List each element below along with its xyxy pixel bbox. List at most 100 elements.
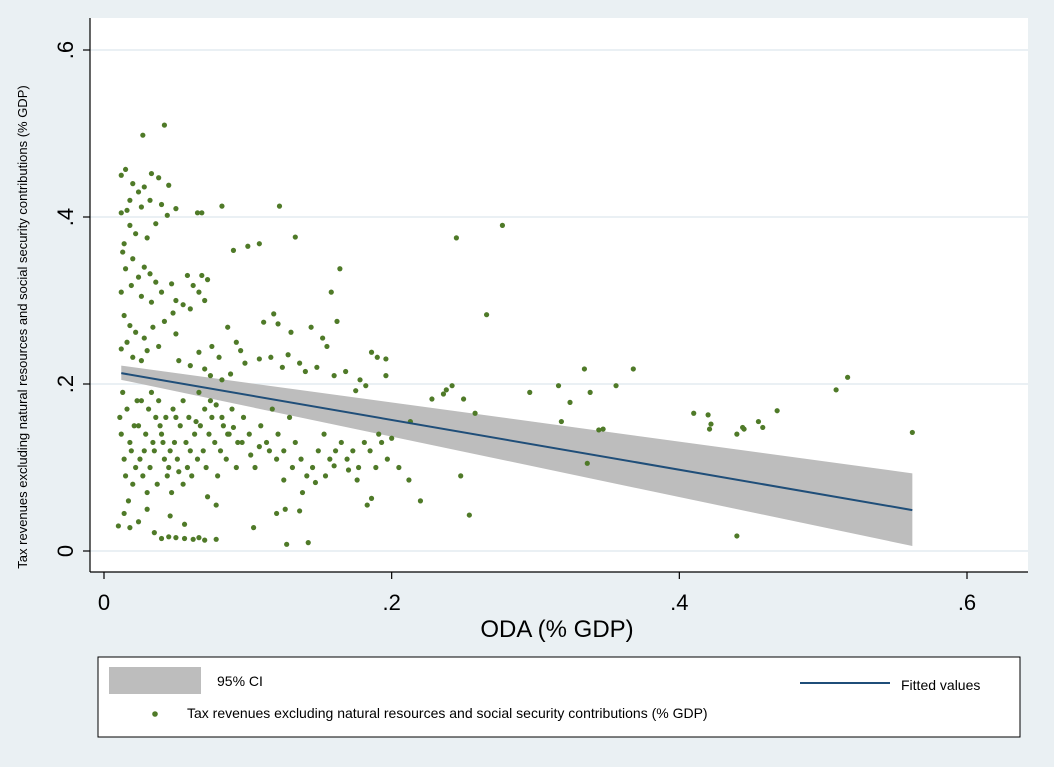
scatter-point: [527, 389, 533, 395]
fitted-line: [121, 372, 913, 512]
scatter-point: [135, 274, 142, 280]
scatter-point: [143, 431, 149, 437]
scatter-point: [125, 498, 132, 504]
scatter-point: [177, 423, 183, 429]
scatter-point: [246, 431, 252, 437]
x-tick-label: .2: [382, 590, 400, 615]
scatter-point: [314, 364, 320, 370]
scatter-point: [120, 389, 126, 395]
scatter-point: [443, 387, 449, 393]
scatter-point: [263, 439, 270, 446]
scatter-point: [230, 247, 237, 253]
scatter-point: [204, 277, 211, 283]
scatter-point: [148, 389, 155, 395]
scatter-point: [150, 324, 156, 330]
scatter-point: [256, 241, 262, 247]
scatter-point: [122, 473, 129, 479]
scatter-point: [173, 206, 179, 212]
scatter-point: [332, 448, 339, 454]
scatter-point: [833, 387, 839, 393]
scatter-point: [147, 197, 153, 203]
scatter-point: [558, 418, 564, 425]
scatter-point: [138, 398, 144, 404]
scatter-point: [235, 439, 241, 446]
scatter-point: [153, 279, 159, 285]
scatter-point: [363, 383, 369, 389]
scatter-point: [167, 448, 173, 454]
scatter-point: [760, 424, 766, 431]
scatter-point: [734, 431, 740, 437]
scatter-point: [275, 321, 281, 327]
x-tick-label: .4: [670, 590, 688, 615]
scatter-point: [180, 481, 186, 487]
scatter-point: [216, 354, 222, 360]
scatter-point: [261, 319, 267, 325]
scatter-point: [227, 371, 234, 377]
scatter-point: [167, 513, 173, 519]
scatter-point: [147, 271, 153, 277]
scatter-point: [161, 122, 168, 128]
scatter-point: [453, 235, 459, 241]
scatter-point: [207, 398, 214, 404]
scatter-point: [196, 349, 202, 355]
scatter-point: [144, 348, 150, 354]
scatter-point: [440, 391, 447, 397]
x-axis-title: ODA (% GDP): [480, 616, 633, 643]
scatter-point: [909, 429, 915, 436]
scatter-point: [187, 306, 193, 312]
scatter-point: [121, 241, 127, 247]
scatter-point: [458, 473, 464, 479]
scatter-point: [281, 448, 287, 454]
scatter-point: [406, 477, 412, 483]
scatter-point: [121, 312, 127, 319]
scatter-point: [289, 464, 296, 471]
scatter-point: [174, 456, 180, 462]
scatter-point: [192, 431, 198, 437]
legend-point-swatch: [152, 711, 158, 717]
scatter-point: [134, 398, 140, 404]
scatter-point: [127, 439, 133, 446]
scatter-point: [120, 249, 126, 255]
scatter-point: [190, 282, 196, 289]
scatter-point: [140, 132, 146, 138]
scatter-point: [279, 364, 285, 370]
scatter-point: [156, 398, 162, 404]
scatter-point: [297, 360, 303, 366]
scatter-point: [298, 456, 304, 462]
scatter-point: [499, 222, 506, 228]
scatter-point: [166, 464, 172, 471]
scatter-point: [225, 324, 231, 330]
scatter-point: [355, 464, 362, 471]
scatter-point: [755, 418, 762, 425]
legend-point-label: Tax revenues excluding natural resources…: [187, 705, 708, 721]
scatter-point: [180, 302, 186, 308]
legend-ci-swatch: [109, 667, 201, 694]
scatter-point: [706, 426, 713, 432]
scatter-point: [164, 212, 170, 218]
scatter-point: [337, 266, 343, 272]
scatter-point: [176, 358, 182, 364]
scatter-point: [354, 477, 360, 483]
scatter-point: [215, 473, 221, 479]
scatter-point: [170, 406, 176, 412]
scatter-point: [417, 498, 424, 504]
scatter-point: [353, 388, 359, 394]
scatter-point: [181, 521, 188, 527]
legend: 95% CI Fitted values Tax revenues excludin…: [97, 656, 1021, 738]
scatter-point: [266, 448, 273, 454]
scatter-point: [331, 463, 337, 469]
scatter-point: [189, 473, 195, 479]
scatter-point: [161, 318, 168, 324]
scatter-point: [130, 354, 136, 360]
scatter-point: [256, 444, 262, 450]
scatter-point: [184, 464, 191, 471]
legend-box: [97, 656, 1021, 738]
scatter-point: [312, 479, 319, 486]
scatter-point: [170, 310, 176, 316]
scatter-point: [292, 439, 298, 446]
scatter-point: [158, 431, 165, 437]
scatter-point: [135, 423, 142, 429]
scatter-point: [124, 339, 130, 345]
scatter-point: [186, 414, 192, 420]
scatter-point: [118, 172, 124, 178]
